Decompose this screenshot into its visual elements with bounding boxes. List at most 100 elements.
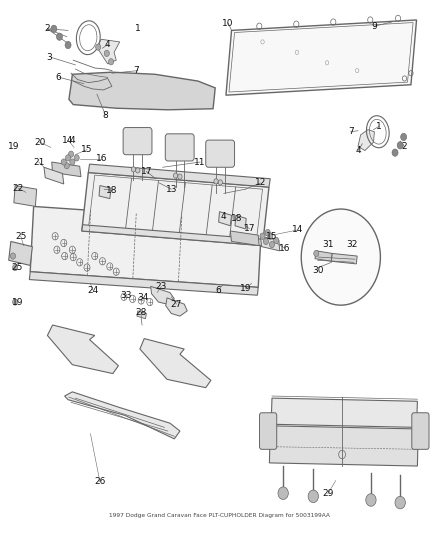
Circle shape [70,159,75,165]
Circle shape [177,174,182,179]
Circle shape [218,180,222,185]
Text: 17: 17 [244,224,255,233]
Polygon shape [260,236,279,251]
Polygon shape [30,206,261,287]
Text: 27: 27 [170,300,182,309]
Text: 16: 16 [95,155,107,164]
Circle shape [259,233,265,239]
Polygon shape [99,185,111,199]
Polygon shape [29,272,258,295]
Circle shape [307,490,318,503]
Text: 19: 19 [239,284,251,293]
Circle shape [313,251,318,256]
Text: 4: 4 [220,212,226,221]
Polygon shape [226,20,416,95]
Text: 22: 22 [13,184,24,192]
Text: 14: 14 [291,225,303,235]
Circle shape [68,151,74,157]
Text: 8: 8 [102,110,108,119]
Circle shape [400,133,406,141]
Circle shape [61,159,66,165]
Circle shape [267,233,272,239]
Circle shape [51,25,57,33]
Circle shape [95,44,101,50]
FancyBboxPatch shape [411,413,428,449]
Polygon shape [64,392,180,439]
Text: 17: 17 [140,167,152,176]
Text: 21: 21 [33,158,44,166]
FancyBboxPatch shape [205,140,234,167]
Text: 28: 28 [135,308,147,317]
Circle shape [394,496,404,509]
Circle shape [65,42,71,49]
Circle shape [108,59,113,65]
Polygon shape [81,225,263,246]
Polygon shape [230,231,258,246]
Text: 23: 23 [155,282,167,291]
Polygon shape [218,212,231,226]
Circle shape [300,209,380,305]
Polygon shape [14,185,37,206]
Circle shape [265,229,270,236]
Polygon shape [44,167,64,184]
Text: 25: 25 [15,232,26,241]
Polygon shape [150,286,174,304]
Text: 26: 26 [94,477,106,486]
Text: 14: 14 [62,135,74,144]
Circle shape [131,167,135,172]
Text: 29: 29 [321,489,333,498]
Polygon shape [97,39,120,64]
FancyBboxPatch shape [123,127,152,155]
Circle shape [74,155,79,161]
Text: 9: 9 [371,22,376,31]
Polygon shape [166,298,187,316]
Text: 1: 1 [134,25,140,34]
Polygon shape [271,398,417,427]
Polygon shape [140,338,210,387]
Polygon shape [52,162,81,176]
Text: 12: 12 [254,179,265,188]
Text: 10: 10 [222,19,233,28]
Circle shape [273,237,278,244]
Polygon shape [137,311,146,319]
Text: 7: 7 [347,127,353,136]
Text: 4: 4 [69,135,75,144]
Circle shape [213,179,218,184]
Text: 16: 16 [279,244,290,253]
Polygon shape [331,254,357,264]
Polygon shape [9,241,32,265]
FancyBboxPatch shape [165,134,194,161]
Text: 2: 2 [401,142,406,151]
Text: 24: 24 [87,286,98,295]
Polygon shape [88,164,270,187]
Text: 1997 Dodge Grand Caravan Face PLT-CUPHOLDER Diagram for 5003199AA: 1997 Dodge Grand Caravan Face PLT-CUPHOL… [109,513,329,518]
Text: 32: 32 [346,240,357,249]
Circle shape [65,155,71,161]
Polygon shape [234,215,246,229]
Text: 33: 33 [120,291,131,300]
Polygon shape [47,325,118,374]
Circle shape [365,494,375,506]
Text: 19: 19 [11,297,23,306]
Text: 15: 15 [81,145,92,154]
Text: 6: 6 [215,286,221,295]
Text: 11: 11 [194,158,205,166]
Text: 4: 4 [105,40,110,49]
Circle shape [64,163,69,169]
Text: 18: 18 [106,185,117,195]
Circle shape [396,142,402,149]
Polygon shape [69,72,215,110]
Polygon shape [81,173,268,246]
Text: 1: 1 [375,122,381,131]
Polygon shape [314,251,332,261]
Text: 2: 2 [45,25,50,34]
Circle shape [57,33,62,41]
FancyBboxPatch shape [259,413,276,449]
Text: 31: 31 [321,240,333,249]
Text: 6: 6 [55,73,61,82]
Circle shape [13,299,18,305]
Circle shape [269,241,274,248]
Text: 3: 3 [46,53,52,62]
Text: 15: 15 [265,232,277,241]
Circle shape [13,264,18,271]
